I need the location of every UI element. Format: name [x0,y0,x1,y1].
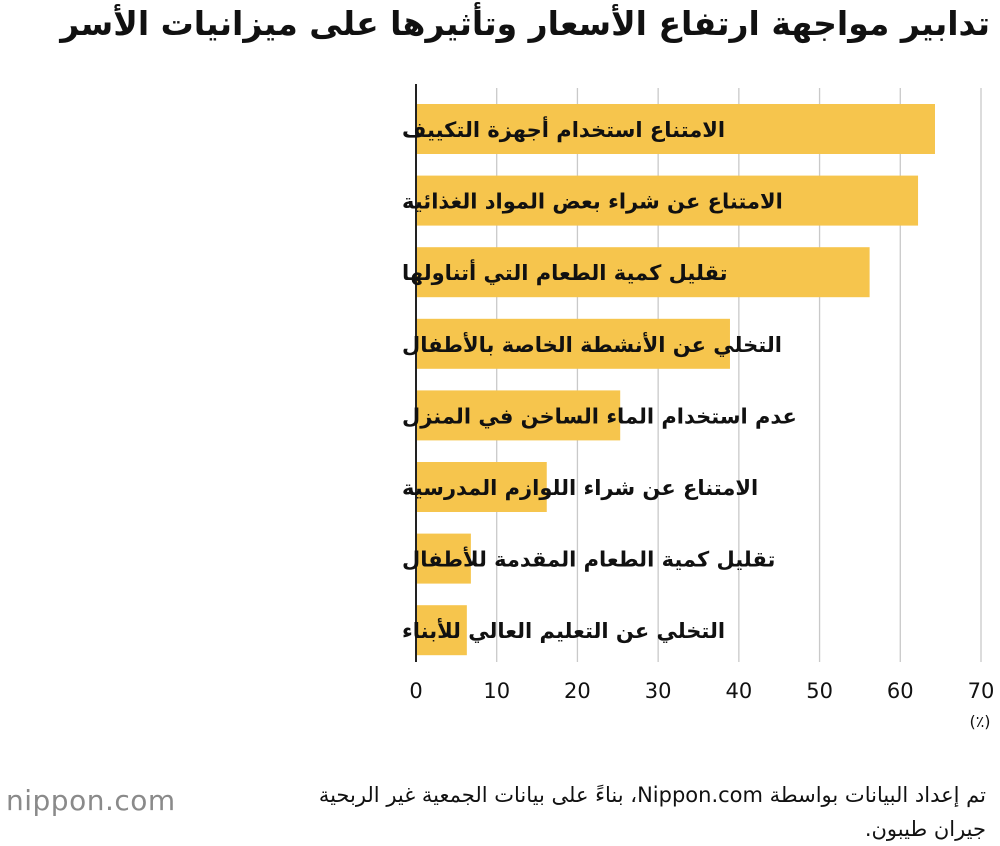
x-tick-label: 40 [725,679,752,703]
bar [417,533,471,584]
category-label: تقليل كمية الطعام المقدمة للأطفال [402,546,775,572]
bar [417,605,467,656]
x-tick-label: 70 [968,679,995,703]
bar [417,104,935,154]
bars [417,104,935,656]
category-label: عدم استخدام الماء الساخن في المنزل [402,404,797,428]
logo-suffix: com [114,784,176,817]
x-tick-label: 50 [806,679,833,703]
x-tick-label: 20 [564,679,591,703]
x-tick-labels: 0 10 20 30 40 50 60 70 [409,679,994,703]
bar [417,175,919,226]
category-label: التخلي عن التعليم العالي للأبناء [402,617,725,643]
category-label: التخلي عن الأنشطة الخاصة بالأطفال [402,331,782,357]
category-label: تقليل كمية الطعام التي أتناولها [402,258,728,285]
x-tick-label: 30 [645,679,672,703]
bar [417,318,730,369]
bar-chart: الامتناع استخدام أجهزة التكييف الامتناع ع… [402,84,994,731]
bar [417,462,547,512]
category-label: الامتناع عن شراء اللوازم المدرسية [402,476,758,500]
unit-label: (٪) [969,712,990,731]
nippon-logo: nippon.com [6,784,176,817]
chart-title: تدابير مواجهة ارتفاع الأسعار وتأثيرها عل… [60,4,990,43]
category-labels: الامتناع استخدام أجهزة التكييف الامتناع ع… [402,115,797,643]
bar [417,247,870,298]
gridlines [415,84,982,662]
category-label: الامتناع عن شراء بعض المواد الغذائية [402,190,783,214]
source-note: تم إعداد البيانات بواسطة Nippon.com، بنا… [318,783,986,841]
bar [417,390,621,441]
logo-name: nippon [6,784,105,817]
x-tick-label: 60 [887,679,914,703]
category-label: الامتناع استخدام أجهزة التكييف [402,115,725,142]
logo-dot: . [104,784,115,817]
x-tick-label: 10 [483,679,510,703]
x-tick-label: 0 [409,679,422,703]
